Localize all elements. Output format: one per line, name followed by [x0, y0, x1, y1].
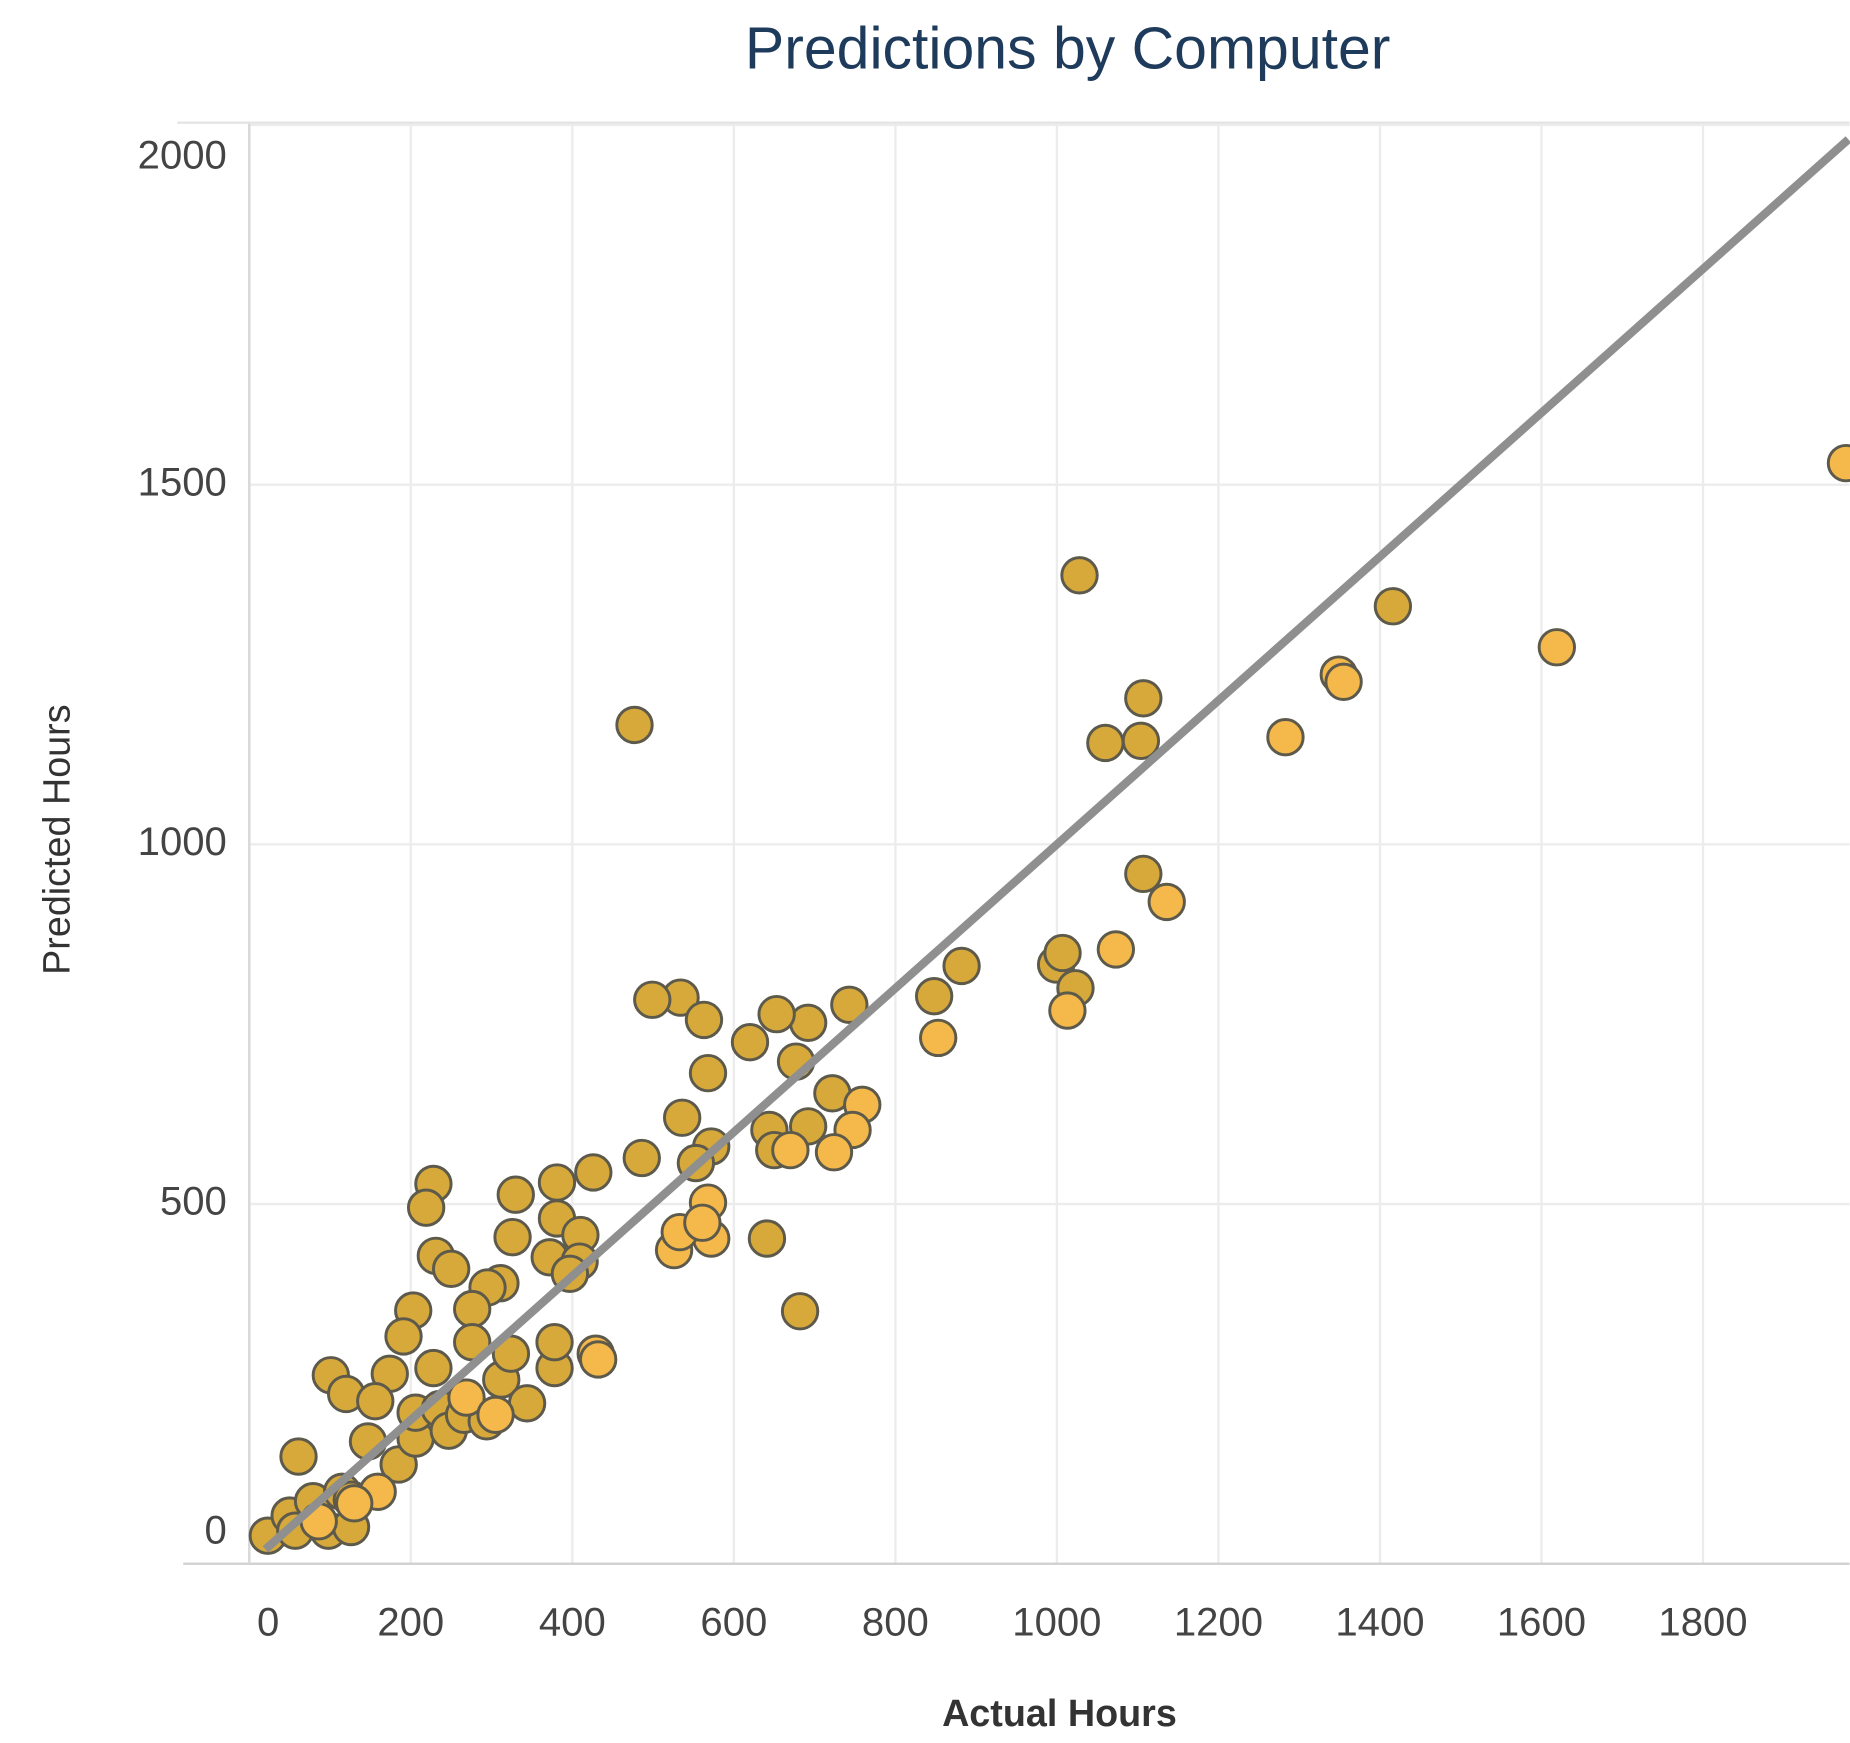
point: [279, 1437, 318, 1476]
point: [747, 1219, 787, 1258]
point: [780, 1292, 820, 1331]
trend-line: [262, 136, 1850, 1553]
point: [814, 1133, 854, 1172]
x-tick-label: 1000: [1012, 1601, 1101, 1645]
point: [406, 1188, 446, 1227]
point: [730, 1023, 770, 1062]
y-tick-label: 500: [160, 1180, 227, 1224]
point: [535, 1323, 574, 1362]
point: [1121, 721, 1161, 760]
point: [356, 1382, 395, 1421]
point: [683, 1203, 722, 1242]
x-axis-label: Actual Hours: [942, 1692, 1177, 1734]
point: [830, 985, 869, 1024]
point: [1147, 882, 1186, 922]
point: [447, 1378, 486, 1417]
x-tick-label: 200: [377, 1601, 444, 1645]
point: [496, 1175, 535, 1214]
point: [1060, 556, 1099, 595]
point: [622, 1138, 661, 1178]
x-tick-label: 1200: [1174, 1601, 1263, 1645]
point: [1266, 718, 1305, 757]
point: [684, 1000, 724, 1040]
plot-area: 0 200 400 600 800 1000 1200 1400 1600 1800 0 500 100…: [138, 121, 1850, 1645]
point: [1124, 679, 1163, 718]
point: [688, 1053, 728, 1093]
point: [476, 1395, 515, 1435]
point: [919, 1018, 958, 1058]
point: [1086, 723, 1125, 763]
point: [1826, 443, 1850, 483]
point: [757, 994, 796, 1034]
point: [914, 976, 954, 1016]
y-tick-label: 1500: [138, 460, 227, 504]
point: [1124, 854, 1163, 894]
point: [788, 1003, 828, 1042]
point: [453, 1289, 492, 1329]
point: [1048, 991, 1087, 1030]
point: [771, 1130, 810, 1170]
point: [1043, 933, 1082, 973]
point: [493, 1217, 532, 1257]
point: [432, 1249, 471, 1288]
point: [633, 980, 672, 1019]
point: [574, 1153, 613, 1192]
x-tick-label: 1600: [1497, 1601, 1586, 1645]
y-axis-label: Predicted Hours: [35, 704, 77, 974]
point: [1324, 662, 1363, 701]
chart-title: Predictions by Computer: [745, 17, 1391, 82]
point: [1096, 930, 1136, 969]
point: [662, 1098, 702, 1137]
point: [615, 705, 654, 745]
x-tick-label: 800: [862, 1601, 929, 1645]
point: [384, 1317, 423, 1356]
point: [335, 1484, 374, 1523]
x-tick-label: 1400: [1335, 1601, 1424, 1645]
x-tick-label: 1800: [1658, 1601, 1747, 1645]
point: [1373, 587, 1413, 626]
x-tick-label: 0: [257, 1601, 279, 1645]
x-tick-label: 400: [539, 1601, 606, 1645]
point: [942, 946, 981, 986]
y-tick-label: 2000: [138, 134, 227, 178]
point: [1537, 628, 1576, 667]
x-tick-label: 600: [700, 1601, 767, 1645]
point: [578, 1340, 618, 1379]
y-tick-label: 0: [205, 1509, 227, 1553]
point: [414, 1348, 453, 1388]
y-tick-label: 1000: [138, 820, 227, 864]
point: [537, 1163, 577, 1202]
